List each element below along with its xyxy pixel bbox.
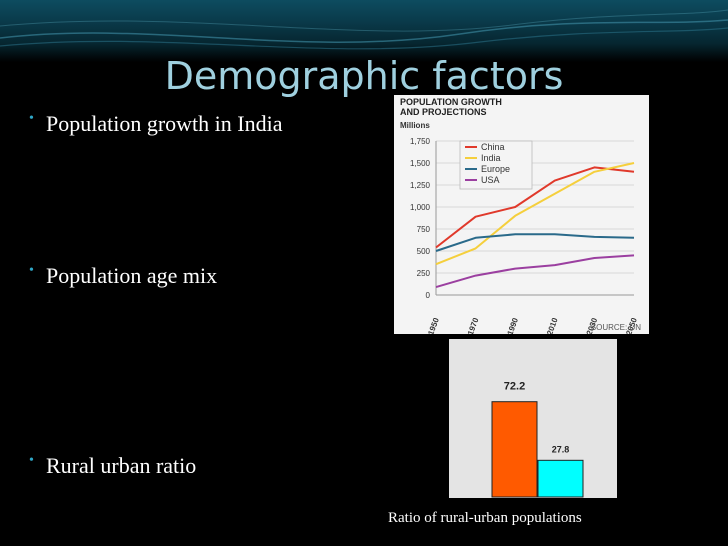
series-line-india	[435, 162, 635, 266]
legend-label: USA	[481, 175, 500, 185]
rural-urban-bar-chart: 72.2 27.8	[449, 339, 617, 498]
y-tick-label: 1,500	[410, 159, 431, 168]
x-tick-label: 1990	[506, 316, 521, 334]
y-tick-label: 0	[426, 291, 431, 300]
bullet-dot-icon: •	[29, 453, 34, 468]
bar-urban	[537, 459, 584, 498]
x-tick-label: 2010	[545, 316, 560, 334]
y-tick-label: 750	[417, 225, 431, 234]
bullet-rural-urban: • Rural urban ratio	[29, 453, 197, 479]
header-banner	[0, 0, 728, 62]
bullet-text: Population growth in India	[46, 111, 283, 136]
legend-label: Europe	[481, 164, 510, 174]
series-line-usa	[435, 254, 635, 289]
population-growth-svg: POPULATION GROWTH AND PROJECTIONS Millio…	[400, 97, 641, 336]
series-line-europe	[435, 233, 635, 252]
bullet-population-growth: • Population growth in India	[29, 111, 283, 137]
bullet-text: Population age mix	[46, 263, 218, 288]
bar-value-label: 72.2	[504, 381, 525, 393]
bullet-dot-icon: •	[29, 263, 34, 278]
bullet-age-mix: • Population age mix	[29, 263, 218, 289]
legend-label: China	[481, 142, 505, 152]
x-tick-label: 1970	[466, 316, 481, 334]
chart-title-line1: POPULATION GROWTH	[400, 97, 502, 107]
slide-title: Demographic factors	[164, 54, 564, 98]
y-tick-label: 1,750	[410, 137, 431, 146]
wave-decoration	[0, 9, 728, 50]
bar-value-label: 27.8	[552, 444, 570, 454]
y-tick-label: 1,000	[410, 203, 431, 212]
population-growth-chart: POPULATION GROWTH AND PROJECTIONS Millio…	[394, 95, 649, 336]
rural-urban-svg: 72.2 27.8	[491, 381, 584, 498]
bullet-dot-icon: •	[29, 111, 34, 126]
bar-rural	[491, 401, 538, 498]
chart-caption: Ratio of rural-urban populations	[388, 510, 582, 526]
y-axis-label: Millions	[400, 121, 430, 130]
chart-source: SOURCE: UN	[591, 323, 641, 332]
bullet-text: Rural urban ratio	[46, 453, 197, 478]
x-tick-label: 1950	[426, 316, 441, 334]
y-tick-label: 1,250	[410, 181, 431, 190]
legend-label: India	[481, 153, 501, 163]
y-tick-label: 500	[417, 247, 431, 256]
y-tick-label: 250	[417, 269, 431, 278]
chart-title-line2: AND PROJECTIONS	[400, 107, 487, 117]
series-line-china	[435, 166, 635, 249]
